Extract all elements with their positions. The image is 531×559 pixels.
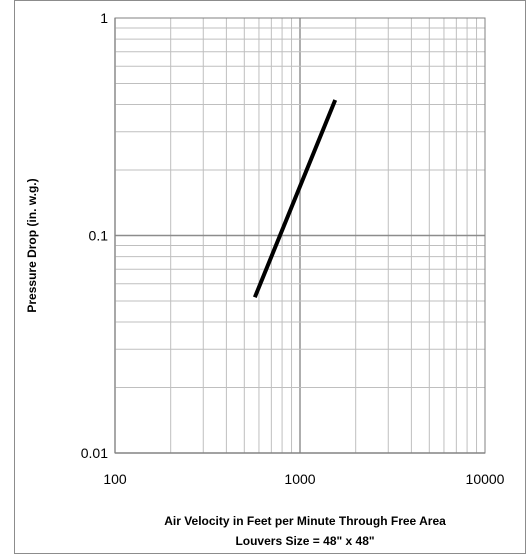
y-tick-label: 1 [100,10,108,26]
x-tick-label: 100 [103,471,127,487]
series-line-1 [252,99,338,299]
x-tick-label: 1000 [284,471,315,487]
y-tick-labels: 0.01 0.1 1 [81,10,108,461]
y-tick-label: 0.01 [81,445,108,461]
y-axis-title: Pressure Drop (in. w.g.) [25,178,39,312]
y-tick-label: 0.1 [89,228,109,244]
x-axis-subtitle: Louvers Size = 48" x 48" [235,534,374,548]
series-layer [252,99,338,299]
grid [114,18,485,454]
x-tick-labels: 100 1000 10000 [103,471,504,487]
x-axis-title: Air Velocity in Feet per Minute Through … [164,514,446,528]
plot-area-border [114,17,486,454]
x-tick-label: 10000 [466,471,505,487]
chart-frame [14,0,526,554]
